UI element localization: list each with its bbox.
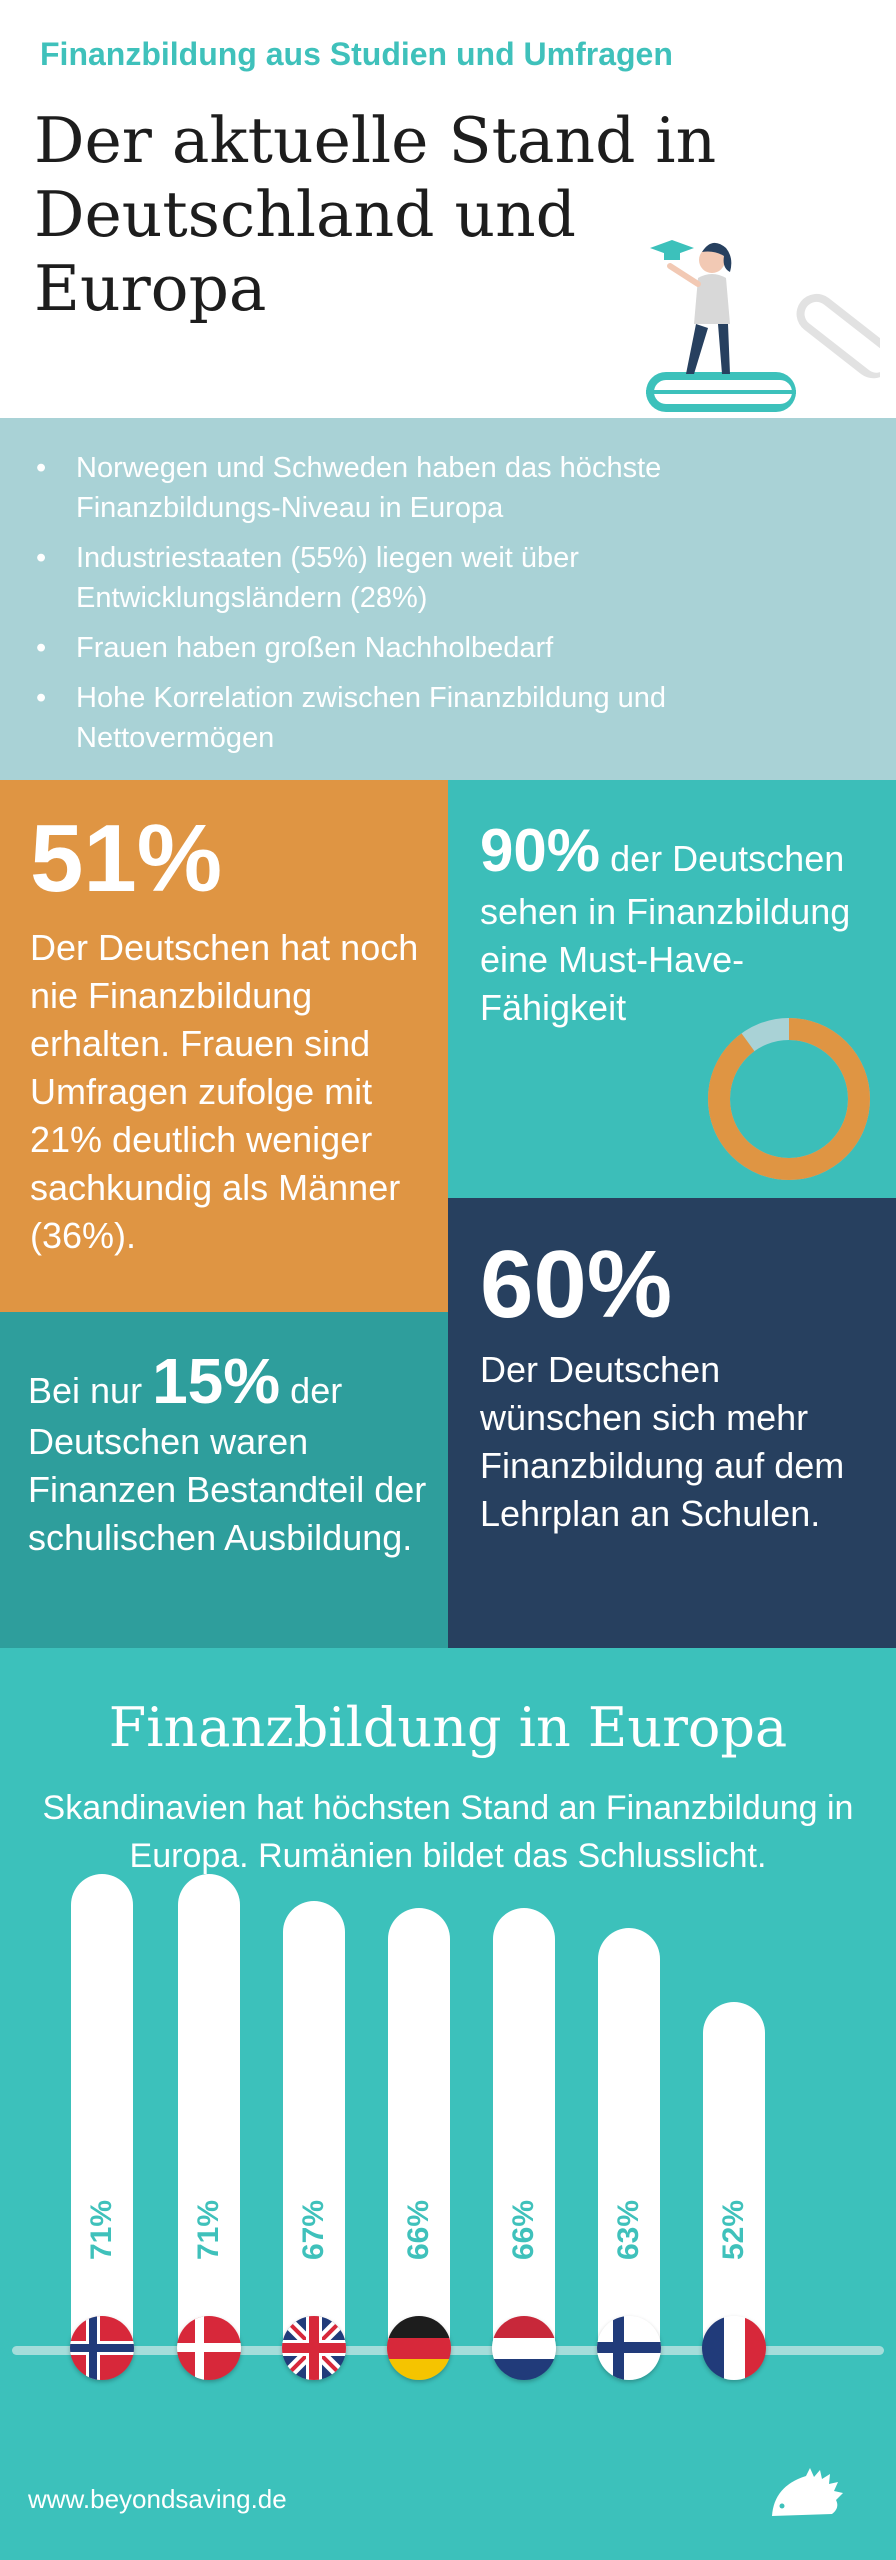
title-line-1: Der aktuelle Stand in	[34, 104, 717, 177]
netherlands-flag	[492, 2316, 556, 2380]
stat-90-donut	[708, 1018, 870, 1180]
chart-bar-label: 66%	[402, 2199, 435, 2261]
chart-bar	[71, 1874, 133, 2350]
europe-section: Finanzbildung in Europa Skandinavien hat…	[0, 1648, 896, 2560]
chart-bar-label: 52%	[717, 2199, 750, 2261]
hedgehog-logo-icon	[772, 2468, 843, 2516]
key-findings-list: Norwegen und Schweden haben das höchste …	[34, 448, 694, 768]
europe-subtitle: Skandinavien hat höchsten Stand an Finan…	[42, 1789, 854, 1875]
europe-title: Finanzbildung in Europa	[108, 1696, 788, 1759]
stat-90-number: 90%	[480, 817, 601, 884]
chart-bar	[283, 1901, 345, 2350]
chart-bar-label: 67%	[297, 2199, 330, 2261]
stat-15-prefix: Bei nur	[28, 1370, 153, 1411]
donut-fill	[708, 1018, 870, 1180]
stat-90-heading: 90% der Deutschen	[480, 816, 880, 885]
stat-60-panel: 60% Der Deutschen wünschen sich mehr Fin…	[448, 1198, 896, 1648]
finding-item: Industriestaaten (55%) liegen weit über …	[34, 538, 694, 618]
chart-bar	[598, 1928, 660, 2350]
chart-bar-label: 71%	[85, 2199, 118, 2261]
finding-item: Hohe Korrelation zwischen Finanzbildung …	[34, 678, 694, 758]
title-line-2: Deutschland und	[34, 178, 576, 251]
chart-bar-label: 63%	[612, 2199, 645, 2261]
finding-item: Frauen haben großen Nachholbedarf	[34, 628, 694, 668]
footer-website-link[interactable]: www.beyondsaving.de	[28, 2484, 287, 2514]
stat-90-panel: 90% der Deutschen sehen in Finanzbildung…	[448, 780, 896, 1198]
title-line-3: Europa	[34, 252, 267, 325]
page-title: Der aktuelle Stand in Deutschland und Eu…	[34, 104, 734, 326]
stat-60-number: 60%	[480, 1231, 673, 1338]
chart-bar	[493, 1908, 555, 2350]
chart-bar	[388, 1908, 450, 2350]
kicker-heading: Finanzbildung aus Studien und Umfragen	[40, 36, 673, 72]
stat-15-suffix: der	[280, 1370, 343, 1411]
stat-90-text: sehen in Finanzbildung eine Must-Have-Fä…	[480, 891, 851, 1028]
finland-flag	[597, 2316, 661, 2380]
norway-flag	[70, 2316, 134, 2380]
chart-bar-label: 66%	[507, 2199, 540, 2261]
stat-15-panel: Bei nur 15% der Deutschen waren Finanzen…	[0, 1312, 448, 1648]
stat-60-text: Der Deutschen wünschen sich mehr Finanzb…	[480, 1349, 845, 1534]
woman-on-books-illustration	[646, 240, 880, 412]
stat-90-inline-text: der Deutschen	[600, 838, 845, 879]
stat-15-heading: Bei nur 15% der	[28, 1344, 438, 1418]
denmark-flag	[177, 2316, 241, 2380]
chart-bar-label: 71%	[192, 2199, 225, 2261]
france-flag	[702, 2316, 766, 2380]
header-section: Finanzbildung aus Studien und Umfragen D…	[0, 0, 896, 418]
germany-flag	[387, 2316, 451, 2380]
chart-bar	[178, 1874, 240, 2350]
key-findings-section: Norwegen und Schweden haben das höchste …	[0, 418, 896, 780]
stat-51-number: 51%	[30, 805, 223, 912]
chart-bar	[703, 2002, 765, 2350]
stat-15-number: 15%	[152, 1345, 281, 1417]
stat-51-panel: 51% Der Deutschen hat noch nie Finanzbil…	[0, 780, 448, 1312]
stat-15-text: Deutschen waren Finanzen Bestandteil der…	[28, 1421, 427, 1558]
stat-51-text: Der Deutschen hat noch nie Finanzbildung…	[30, 927, 419, 1256]
finding-item: Norwegen und Schweden haben das höchste …	[34, 448, 694, 528]
uk-flag	[282, 2316, 346, 2380]
